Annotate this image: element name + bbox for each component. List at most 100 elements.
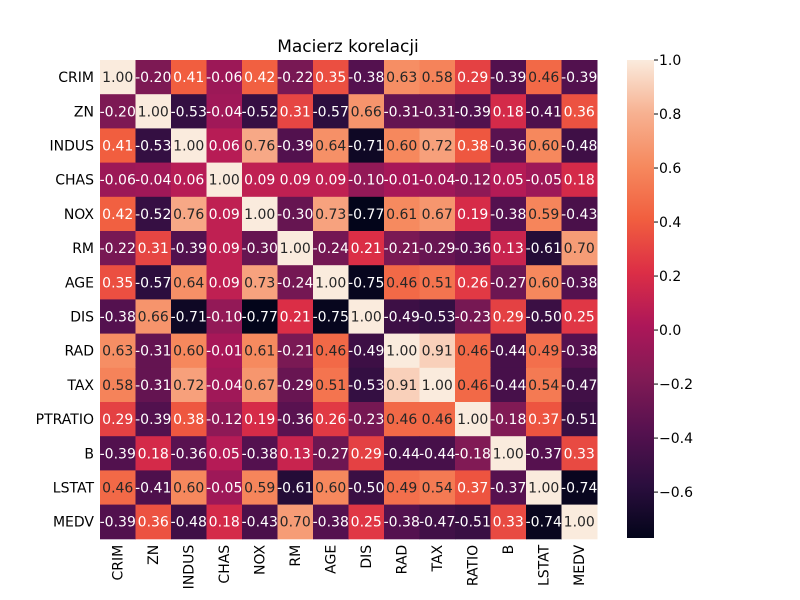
x-tick-label: B [501,545,517,555]
heatmap-cell-label: 0.05 [209,446,240,462]
heatmap-cell [419,162,456,198]
y-tick-label: RAD [64,344,94,360]
x-tick-label: AGE [324,545,340,574]
heatmap-cell [206,231,243,266]
heatmap-cell [526,128,562,164]
heatmap-cell [100,231,136,266]
x-tick-label: ZN [146,545,162,565]
heatmap-cell-label: 0.49 [528,344,559,360]
heatmap-cell [135,402,172,437]
heatmap-cell-label: -0.53 [171,104,207,120]
heatmap-cell-label: 0.67 [422,207,453,223]
y-tick-label: B [84,446,94,462]
heatmap-cell-label: 0.46 [528,70,559,86]
heatmap-cell-label: 0.41 [102,139,133,155]
colorbar [627,60,654,538]
heatmap-cell-label: -0.10 [206,310,242,326]
heatmap-cell-label: 0.51 [422,275,453,291]
heatmap-cell [561,265,598,300]
heatmap-cell [313,162,349,198]
heatmap-cell [313,333,349,369]
heatmap-cell-label: -0.52 [242,104,278,120]
heatmap-cell [100,94,136,129]
heatmap-cell [100,470,136,506]
y-tick-label: ZN [74,104,94,120]
heatmap-cell-label: 0.42 [102,207,133,223]
heatmap-cell-label: -0.77 [242,310,278,326]
heatmap-cell-label: 1.00 [280,241,311,257]
heatmap-cell-label: 0.29 [351,446,382,462]
heatmap-cell [242,299,278,335]
heatmap-cell-label: 0.29 [457,70,488,86]
heatmap-cell-label: -0.71 [171,310,207,326]
heatmap-cell [384,402,420,437]
heatmap-cell [490,94,527,129]
heatmap-cell [561,299,598,335]
heatmap-cell-label: -0.50 [526,310,562,326]
heatmap-cell-label: 0.61 [244,344,275,360]
y-tick-label: RM [72,241,94,257]
heatmap-cell-label: -0.22 [100,241,136,257]
heatmap-cell-label: 0.37 [528,412,559,428]
heatmap-cell-label: 0.72 [422,139,453,155]
heatmap-cell-label: 1.00 [493,446,524,462]
heatmap-cell [206,470,243,506]
heatmap-cell-label: 0.54 [528,378,559,394]
heatmap-cell-label: 0.73 [244,275,275,291]
heatmap-cell [171,162,207,198]
heatmap-cell [135,231,172,266]
heatmap-cell-label: 1.00 [351,310,382,326]
heatmap-cell [419,231,456,266]
heatmap-cell-label: -0.31 [419,104,455,120]
heatmap-cell-label: -0.53 [419,310,455,326]
heatmap-cell [490,265,527,300]
heatmap-cell-label: -0.30 [277,207,313,223]
heatmap-cell [419,94,456,129]
heatmap-cell-label: 0.09 [209,241,240,257]
y-tick-label: LSTAT [53,481,95,497]
heatmap-cell [135,94,172,129]
heatmap-cell-label: 0.76 [173,207,204,223]
heatmap-cell-label: -0.38 [561,275,597,291]
heatmap-cell-label: 0.59 [244,481,275,497]
heatmap-cell [277,162,314,198]
heatmap-cell [206,367,243,403]
heatmap-cell [348,94,385,129]
heatmap-cell-label: -0.53 [348,378,384,394]
heatmap-cell-label: -0.04 [206,104,242,120]
heatmap-cells [100,60,598,540]
heatmap-cell-label: 0.46 [102,481,133,497]
heatmap-cell-label: 0.61 [386,207,417,223]
heatmap-cell-label: -0.05 [526,173,562,189]
colorbar-tick-labels: 1.0 0.8 0.6 0.4 0.2 0.0 −0.2 −0.4 −0.6 [654,53,693,501]
x-tick-label: MEDV [572,544,588,585]
heatmap-cell-label: 0.60 [315,481,346,497]
heatmap-cell [419,333,456,369]
heatmap-cell [348,504,385,540]
heatmap-cell-label: 0.09 [244,173,275,189]
heatmap-cell [206,504,243,540]
heatmap-cell [419,470,456,506]
heatmap-cell-label: -0.61 [277,481,313,497]
heatmap-cell [100,504,136,540]
heatmap-cell [419,402,456,437]
heatmap-cell-label: 0.49 [386,481,417,497]
heatmap-cell-label: -0.53 [135,139,171,155]
heatmap-cell [490,231,527,266]
heatmap-cell [313,265,349,300]
heatmap-cell-label: -0.57 [313,104,349,120]
heatmap-cell [135,196,172,232]
heatmap-cell-label: -0.74 [561,481,597,497]
heatmap-cell-label: 0.66 [351,104,382,120]
heatmap-cell [313,436,349,471]
heatmap-cell-label: -0.04 [135,173,171,189]
heatmap-cell [455,60,491,95]
x-tick-label: RATIO [466,545,482,586]
heatmap-cell-label: 0.25 [351,515,382,531]
heatmap-cell [206,196,243,232]
heatmap-cell [277,402,314,437]
heatmap-cell-label: 0.70 [564,241,595,257]
heatmap-cell [561,367,598,403]
colorbar-tick-label: −0.6 [659,485,693,501]
y-tick-label: CRIM [58,70,94,86]
